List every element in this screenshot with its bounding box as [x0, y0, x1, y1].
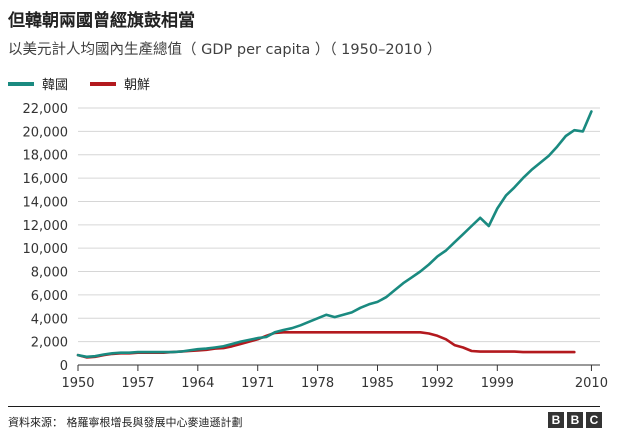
y-tick-label: 8,000	[31, 266, 68, 281]
chart-subtitle: 以美元計人均國內生產總值（ GDP per capita ）（ 1950–201…	[8, 42, 442, 58]
y-tick-label: 14,000	[23, 195, 69, 210]
y-tick-label: 0	[60, 359, 68, 374]
series-line-north-korea	[76, 330, 576, 359]
y-tick-label: 2,000	[31, 336, 68, 351]
x-tick-label: 1978	[301, 376, 334, 391]
x-tick-label: 1971	[241, 376, 274, 391]
legend-swatch-south-korea	[8, 81, 34, 86]
x-tick-label: 1985	[361, 376, 394, 391]
legend-swatch-north-korea	[90, 81, 117, 86]
y-tick-label: 20,000	[23, 125, 69, 140]
legend: 韓國 朝鮮	[8, 74, 172, 93]
x-tick-label: 1957	[121, 376, 154, 391]
y-tick-label: 4,000	[31, 312, 68, 327]
legend-label-south-korea: 韓國	[42, 78, 69, 93]
x-tick-label: 1964	[181, 376, 214, 391]
x-tick-label: 1992	[421, 376, 454, 391]
y-tick-label: 18,000	[23, 149, 69, 164]
y-tick-label: 16,000	[23, 172, 69, 187]
series-line-south-korea	[76, 110, 593, 359]
source-note: 資料來源： 格羅寧根增長與發展中心麥迪遜計劃	[8, 416, 243, 429]
bbc-logo: B B C	[545, 412, 602, 428]
legend-item-north-korea: 朝鮮	[90, 74, 150, 93]
footer-divider	[8, 406, 600, 407]
legend-item-south-korea: 韓國	[8, 74, 68, 93]
y-tick-label: 6,000	[31, 289, 68, 304]
chart-title: 但韓朝兩國曾經旗鼓相當	[8, 11, 195, 31]
x-tick-label: 1999	[481, 376, 514, 391]
legend-label-north-korea: 朝鮮	[124, 78, 151, 93]
y-tick-label: 12,000	[23, 219, 69, 234]
y-tick-label: 10,000	[23, 242, 69, 257]
x-tick-label: 2010	[575, 376, 608, 391]
x-tick-label: 1950	[61, 376, 94, 391]
bbc-logo-letter: B	[548, 412, 564, 428]
y-tick-label: 22,000	[23, 102, 69, 117]
bbc-logo-letter: C	[586, 412, 602, 428]
bbc-logo-letter: B	[567, 412, 583, 428]
